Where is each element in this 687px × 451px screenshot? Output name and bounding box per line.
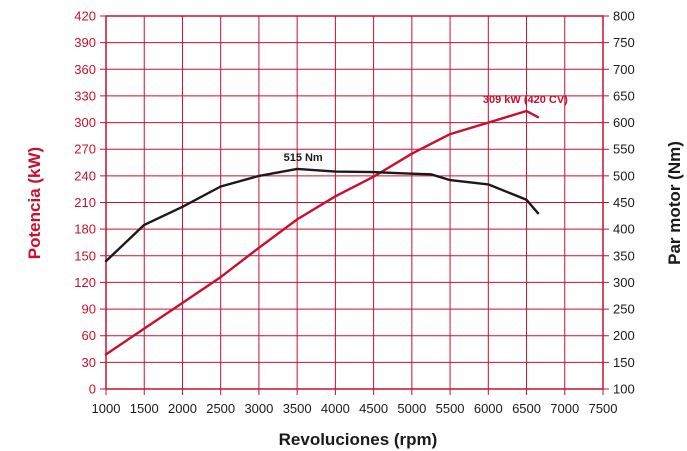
- right-tick-label: 750: [613, 35, 635, 50]
- right-tick-label: 300: [613, 275, 635, 290]
- left-tick-label: 240: [74, 168, 96, 183]
- left-tick-label: 210: [74, 195, 96, 210]
- x-axis-title: Revoluciones (rpm): [279, 430, 438, 449]
- torque-peak-label: 515 Nm: [284, 152, 323, 164]
- power-line: [104, 109, 540, 356]
- right-tick-label: 200: [613, 328, 635, 343]
- x-tick-label: 6500: [512, 401, 541, 416]
- left-axis-ticks: 0 30 60 90 120 150 180 210 240 270 300 330 360 390 420: [74, 9, 96, 397]
- plot-frame: [105, 15, 604, 390]
- x-tick-label: 6000: [474, 401, 503, 416]
- left-tick-label: 180: [74, 222, 96, 237]
- right-tick-label: 550: [613, 142, 635, 157]
- x-tick-label: 3500: [283, 401, 312, 416]
- series-layer: [104, 109, 540, 356]
- x-tick-label: 4500: [359, 401, 388, 416]
- left-tick-label: 390: [74, 35, 96, 50]
- right-tick-label: 400: [613, 222, 635, 237]
- power-peak-label: 309 kW (420 CV): [483, 94, 568, 106]
- annotation-layer: 515 Nm 309 kW (420 CV): [284, 94, 569, 164]
- x-tick-label: 7500: [589, 401, 618, 416]
- x-tick-label: 3000: [244, 401, 273, 416]
- right-tick-label: 800: [613, 9, 635, 24]
- left-tick-label: 0: [89, 382, 96, 397]
- left-tick-label: 90: [82, 302, 96, 317]
- right-tick-label: 150: [613, 355, 635, 370]
- right-tick-label: 350: [613, 248, 635, 263]
- left-tick-label: 330: [74, 88, 96, 103]
- left-tick-label: 300: [74, 115, 96, 130]
- x-tick-label: 5000: [397, 401, 426, 416]
- x-tick-label: 2000: [168, 401, 197, 416]
- right-axis-title: Par motor (Nm): [665, 141, 684, 265]
- right-tick-label: 450: [613, 195, 635, 210]
- x-tick-label: 2500: [206, 401, 235, 416]
- right-tick-label: 600: [613, 115, 635, 130]
- x-tick-label: 7000: [550, 401, 579, 416]
- left-tick-label: 360: [74, 62, 96, 77]
- left-tick-label: 270: [74, 142, 96, 157]
- left-tick-label: 60: [82, 328, 96, 343]
- x-tick-label: 4000: [321, 401, 350, 416]
- x-tick-label: 1000: [92, 401, 121, 416]
- left-axis-title: Potencia (kW): [25, 147, 44, 259]
- x-axis-ticks: 1000 1500 2000 2500 3000 3500 4000 4500 5000 5500…: [92, 401, 618, 416]
- right-tick-label: 100: [613, 382, 635, 397]
- right-tick-label: 700: [613, 62, 635, 77]
- torque-line: [104, 167, 540, 263]
- left-tick-label: 150: [74, 248, 96, 263]
- left-tick-label: 120: [74, 275, 96, 290]
- x-tick-label: 5500: [436, 401, 465, 416]
- right-tick-label: 650: [613, 88, 635, 103]
- left-tick-label: 30: [82, 355, 96, 370]
- right-axis-ticks: 100 150 200 250 300 350 400 450 500 550 600 650 700 7…: [613, 9, 635, 397]
- x-tick-label: 1500: [130, 401, 159, 416]
- right-tick-label: 250: [613, 302, 635, 317]
- left-tick-label: 420: [74, 9, 96, 24]
- right-tick-label: 500: [613, 168, 635, 183]
- grid-lines: [100, 15, 609, 395]
